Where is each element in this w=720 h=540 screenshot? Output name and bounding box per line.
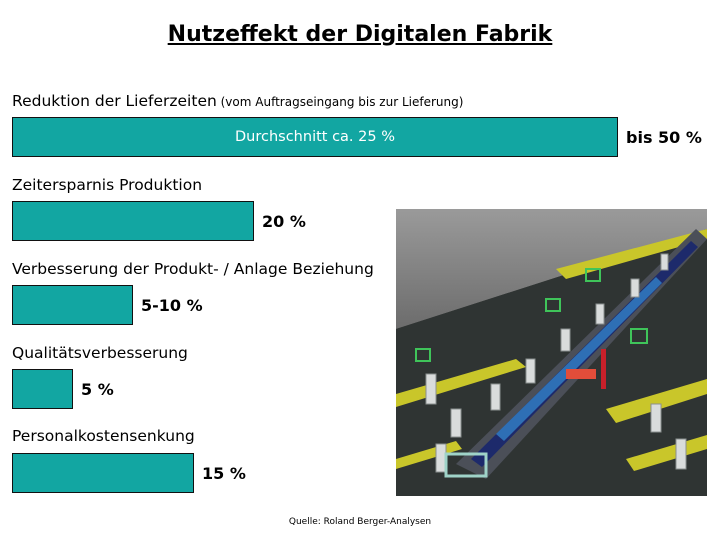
value-label: 5 % xyxy=(81,380,114,399)
category-name: Reduktion der Lieferzeiten xyxy=(12,92,217,110)
bar-annotation: Durchschnitt ca. 25 % xyxy=(235,129,395,145)
category-name: Verbesserung der Produkt- / Anlage Bezie… xyxy=(12,260,374,278)
category-label: Verbesserung der Produkt- / Anlage Bezie… xyxy=(12,260,374,278)
bar xyxy=(12,369,73,409)
bar: Durchschnitt ca. 25 % xyxy=(12,117,618,157)
category-label: Personalkostensenkung xyxy=(12,427,195,445)
value-label: 15 % xyxy=(202,464,246,483)
chart-title: Nutzeffekt der Digitalen Fabrik xyxy=(167,22,553,47)
category-label: Reduktion der Lieferzeiten (vom Auftrags… xyxy=(12,92,463,110)
category-label: Zeitersparnis Produktion xyxy=(12,176,202,194)
value-label: 5-10 % xyxy=(141,296,203,315)
value-label: bis 50 % xyxy=(626,128,702,147)
category-name: Zeitersparnis Produktion xyxy=(12,176,203,194)
category-name: Qualitätsverbesserung xyxy=(12,344,188,362)
category-label: Qualitätsverbesserung xyxy=(12,344,188,362)
source-note: Quelle: Roland Berger-Analysen xyxy=(288,517,432,527)
bar xyxy=(12,285,133,325)
category-name: Personalkostensenkung xyxy=(12,427,195,445)
value-label: 20 % xyxy=(262,212,306,231)
bar xyxy=(12,201,254,241)
digital-factory-illustration-icon xyxy=(396,209,707,496)
category-note: (vom Auftragseingang bis zur Lieferung) xyxy=(216,95,464,109)
bar xyxy=(12,453,194,493)
